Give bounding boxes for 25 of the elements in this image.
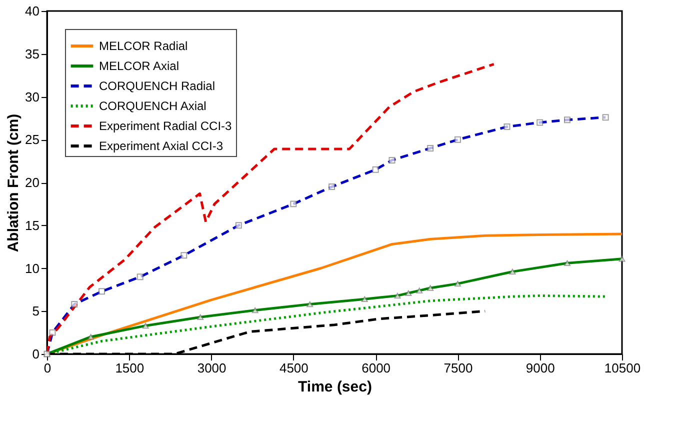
y-tick-label: 40: [25, 4, 40, 18]
legend-label: CORQUENCH Axial: [99, 99, 206, 113]
y-tick-label: 30: [25, 89, 40, 104]
y-tick-label: 10: [25, 260, 40, 276]
y-tick-label: 0: [32, 346, 40, 362]
legend-label: CORQUENCH Radial: [99, 79, 216, 93]
x-tick-label: 3000: [197, 360, 226, 376]
x-tick-label: 6000: [362, 360, 391, 376]
y-tick-label: 15: [25, 218, 40, 233]
legend-label: MELCOR Axial: [99, 59, 180, 73]
y-tick-label: 5: [32, 304, 40, 319]
legend-label: Experiment Axial CCI-3: [99, 139, 224, 153]
x-axis-title: Time (sec): [298, 378, 372, 396]
x-tick-label: 7500: [444, 360, 473, 376]
y-tick-label: 35: [25, 46, 40, 62]
x-tick-label: 1500: [115, 360, 144, 376]
legend-label: Experiment Radial CCI-3: [99, 119, 232, 133]
y-tick-label: 25: [25, 132, 40, 148]
x-tick-label: 0: [44, 360, 52, 376]
x-tick-label: 10500: [604, 360, 641, 376]
y-axis-title: Ablation Front (cm): [5, 114, 22, 252]
legend-label: MELCOR Radial: [99, 39, 188, 53]
x-tick-label: 9000: [526, 360, 555, 376]
x-tick-label: 4500: [279, 360, 308, 376]
y-tick-label: 20: [25, 175, 40, 190]
